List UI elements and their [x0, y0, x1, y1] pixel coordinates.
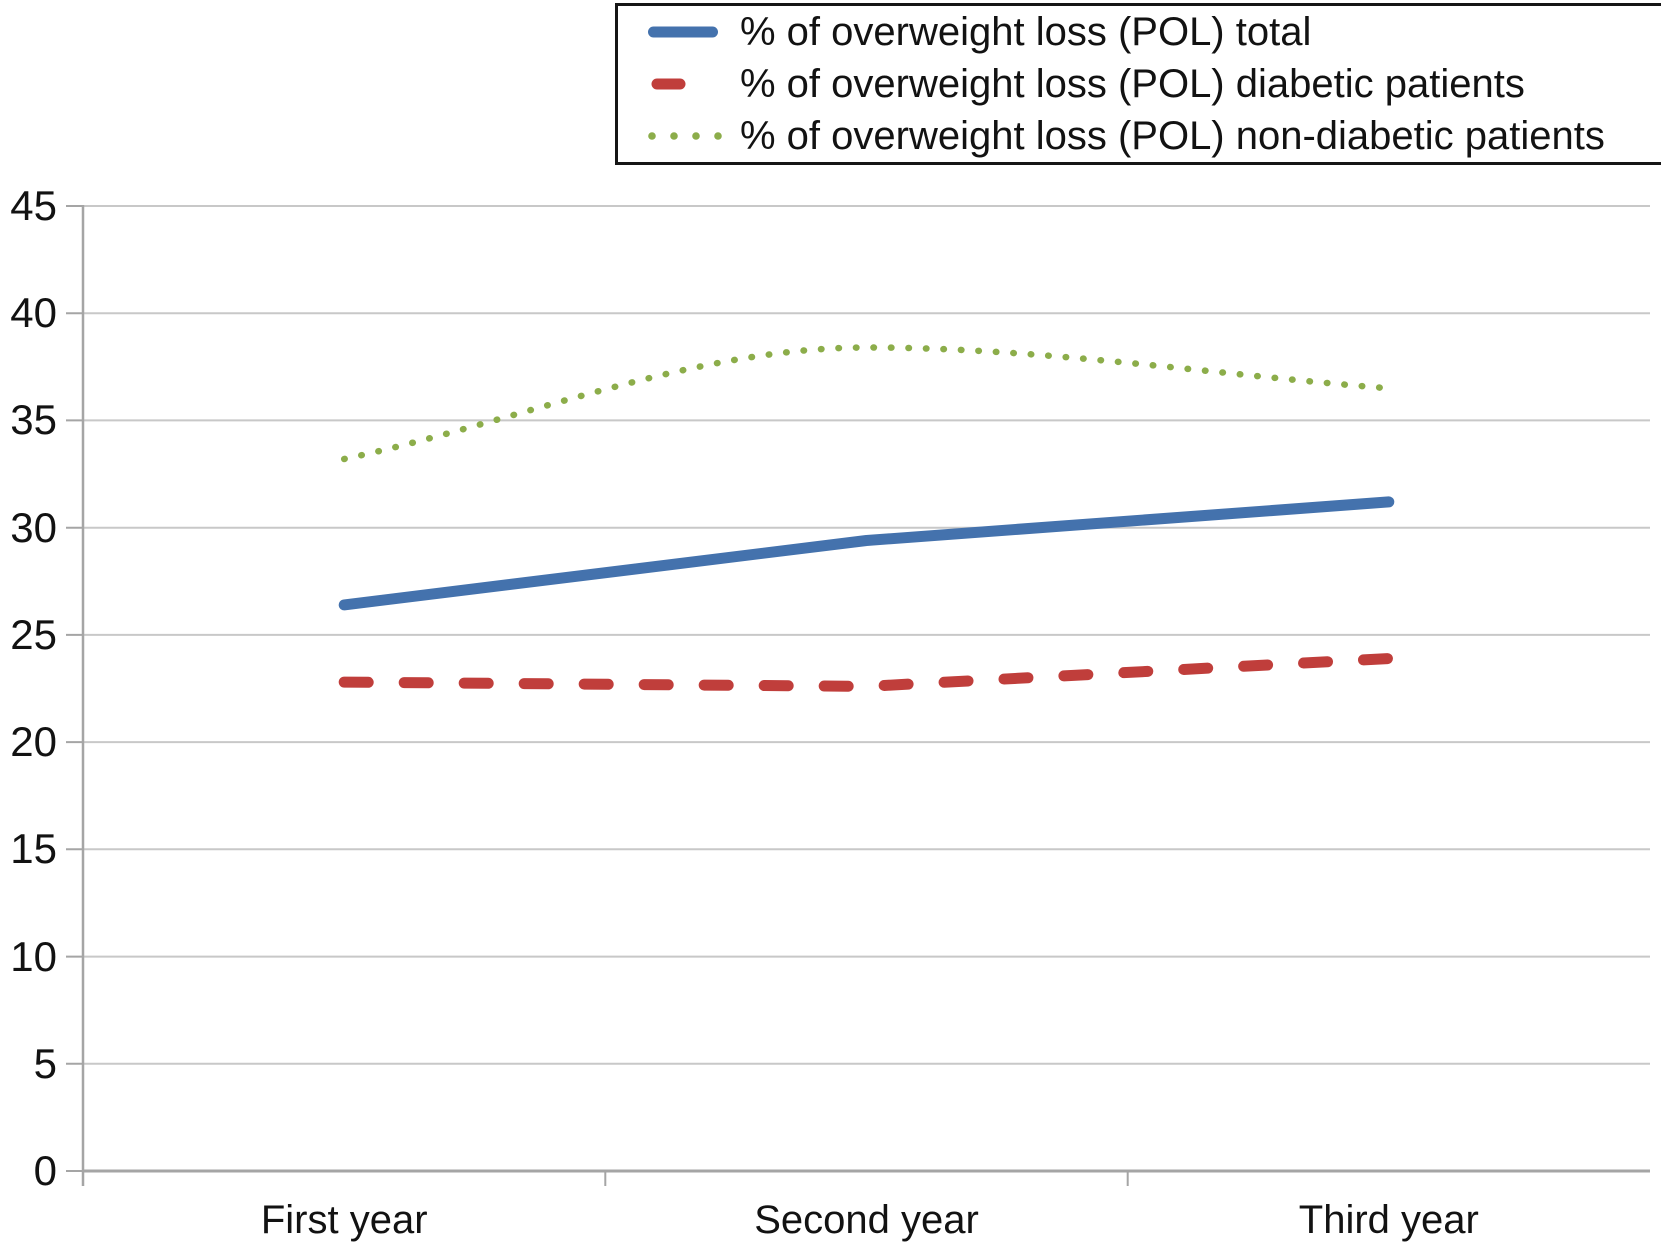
y-tick-label-10: 10 — [10, 932, 57, 980]
y-tick-label-30: 30 — [10, 503, 57, 551]
legend-item-diabetic: % of overweight loss (POL) diabetic pati… — [648, 58, 1661, 110]
legend-item-label: % of overweight loss (POL) total — [740, 10, 1312, 54]
y-tick-label-25: 25 — [10, 610, 57, 658]
dotted-line-swatch-icon — [648, 132, 722, 140]
y-tick-label-35: 35 — [10, 396, 57, 444]
dashed-line-swatch-icon — [651, 78, 686, 90]
legend-item-total: % of overweight loss (POL) total — [648, 6, 1661, 58]
y-tick-label-20: 20 — [10, 718, 57, 766]
series-total-line — [338, 496, 1395, 611]
legend: % of overweight loss (POL) total % of ove… — [615, 3, 1661, 165]
legend-item-non-diabetic: % of overweight loss (POL) non-diabetic … — [648, 110, 1661, 162]
y-tick-label-40: 40 — [10, 289, 57, 337]
y-tick-label-45: 45 — [10, 182, 57, 229]
x-category-label: Second year — [754, 1198, 979, 1242]
x-category-label: Third year — [1298, 1198, 1479, 1242]
y-tick-label-15: 15 — [10, 825, 57, 873]
y-tick-label-5: 5 — [33, 1039, 57, 1087]
legend-item-label: % of overweight loss (POL) non-diabetic … — [740, 114, 1605, 158]
legend-item-label: % of overweight loss (POL) diabetic pati… — [740, 62, 1525, 106]
series-non-diabetic-line — [340, 344, 1393, 463]
solid-line-swatch-icon — [648, 26, 718, 38]
y-tick-label-0: 0 — [33, 1147, 57, 1194]
x-category-label: First year — [260, 1198, 428, 1242]
series-diabetic-line — [338, 653, 1395, 692]
